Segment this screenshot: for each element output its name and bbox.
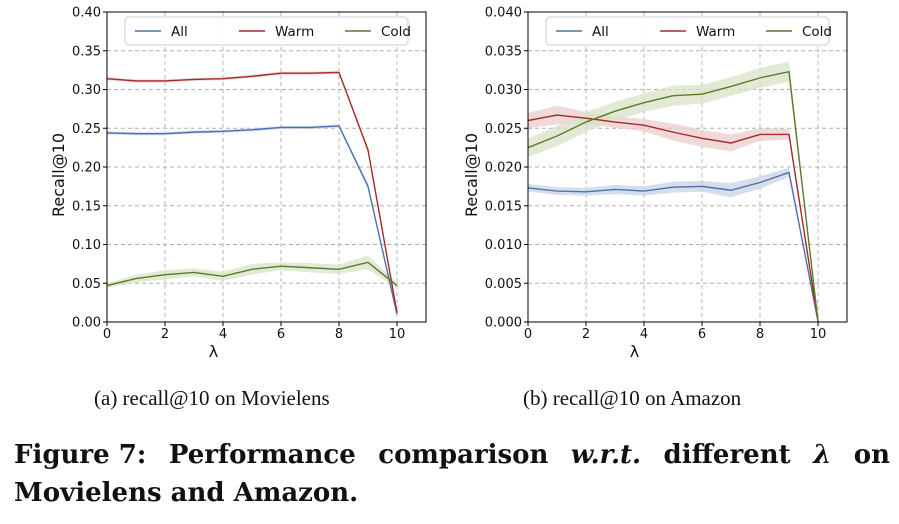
chart-a: 0.00 0.05 0.10 0.15 0.20 0.25 0.30 0.35 0.40 0 2 4 6…	[49, 6, 427, 361]
y-tick-label: 0.15	[72, 199, 101, 214]
y-tick-label: 0.40	[72, 6, 101, 21]
y-tick-label: 0.035	[485, 44, 522, 59]
plot-frame	[106, 11, 427, 323]
y-tick-label: 0.040	[485, 6, 522, 21]
series-line-cold	[106, 261, 398, 287]
figure-charts: 0.00 0.05 0.10 0.15 0.20 0.25 0.30 0.35 0.40 0 2 4 6…	[49, 6, 848, 361]
x-axis-label: λ	[630, 342, 639, 361]
caption-word-on: on	[853, 440, 890, 470]
band-cold	[107, 255, 397, 289]
caption-word-comparison: comparison	[378, 440, 549, 470]
caption-word-lambda: λ	[813, 440, 832, 470]
figure-caption: Figure 7: Performance comparison w.r.t. …	[14, 436, 890, 512]
subcaption-a: (a) recall@10 on Movielens	[94, 386, 330, 410]
y-tick-label: 0.030	[485, 83, 522, 98]
legend-label-cold: Cold	[381, 24, 411, 40]
x-tick-label: 0	[524, 327, 532, 342]
chart-b: 0.000 0.005 0.010 0.015 0.020 0.025 0.030 0.035…	[462, 6, 848, 361]
legend-box	[545, 16, 830, 46]
caption-word-different: different	[663, 440, 791, 470]
y-axis-label: Recall@10	[49, 133, 68, 217]
y-tick-label: 0.30	[72, 83, 101, 98]
caption-prefix: Figure 7:	[14, 440, 147, 470]
series-line-warm	[527, 114, 819, 322]
x-tick-label: 6	[698, 327, 706, 342]
series-line-cold	[527, 70, 819, 322]
series-line-warm	[106, 71, 398, 313]
y-tick-label: 0.005	[485, 277, 522, 292]
legend-label-all: All	[592, 24, 609, 40]
y-axis-label: Recall@10	[462, 133, 481, 217]
caption-word-performance: Performance	[168, 440, 356, 470]
series-line-all	[527, 171, 819, 322]
legend-label-all: All	[171, 24, 188, 40]
band-all	[107, 124, 397, 316]
y-tick-label: 0.015	[485, 199, 522, 214]
x-tick-label: 4	[640, 327, 648, 342]
y-tick-label: 0.10	[72, 238, 101, 253]
y-tick-label: 0.35	[72, 44, 101, 59]
x-tick-label: 10	[810, 327, 827, 342]
x-tick-label: 4	[219, 327, 227, 342]
y-tick-label: 0.000	[485, 316, 522, 331]
x-tick-label: 2	[161, 327, 169, 342]
x-tick-label: 6	[277, 327, 285, 342]
y-tick-label: 0.05	[72, 277, 101, 292]
plot-frame	[527, 11, 848, 323]
x-tick-label: 8	[335, 327, 343, 342]
x-axis-label: λ	[209, 342, 218, 361]
x-tick-label: 2	[582, 327, 590, 342]
legend-box	[124, 16, 409, 46]
legend-label-warm: Warm	[275, 24, 314, 40]
y-tick-label: 0.25	[72, 122, 101, 137]
caption-line-2: Movielens and Amazon.	[14, 478, 359, 508]
x-tick-label: 8	[756, 327, 764, 342]
x-tick-label: 10	[389, 327, 406, 342]
y-tick-label: 0.00	[72, 316, 101, 331]
legend-label-warm: Warm	[696, 24, 735, 40]
series-line-all	[106, 125, 398, 315]
legend-label-cold: Cold	[802, 24, 832, 40]
caption-word-wrt: w.r.t.	[570, 440, 642, 470]
subcaption-b: (b) recall@10 on Amazon	[523, 386, 742, 410]
y-tick-label: 0.020	[485, 161, 522, 176]
x-tick-label: 0	[103, 327, 111, 342]
y-tick-label: 0.025	[485, 122, 522, 137]
y-tick-label: 0.20	[72, 161, 101, 176]
y-tick-label: 0.010	[485, 238, 522, 253]
